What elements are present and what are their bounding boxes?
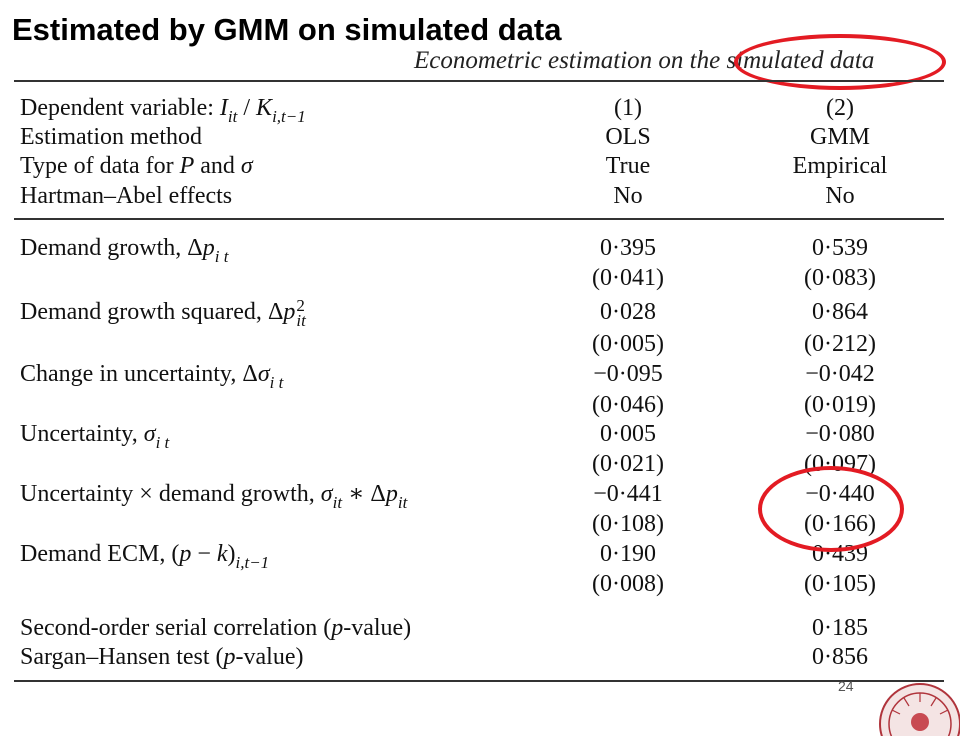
test-row-sargan-hansen: Sargan–Hansen test (p-value) 0·856 bbox=[0, 642, 960, 672]
col2-value: Empirical bbox=[792, 153, 888, 179]
col2-value: −0·042 bbox=[805, 361, 875, 387]
coef-row-demand-ecm: Demand ECM, (p − k)i,t−1 0·190 0·439 bbox=[0, 539, 960, 572]
col1-std-error: (0·021) bbox=[592, 451, 664, 477]
header-row-dependent-variable: Dependent variable: Iit / Ki,t−1 (1) (2) bbox=[0, 93, 960, 126]
table-bottom-rule bbox=[14, 680, 944, 682]
col2-value: (2) bbox=[826, 95, 854, 121]
header-row-hartman-abel: Hartman–Abel effects No No bbox=[0, 181, 960, 211]
col2-std-error: (0·212) bbox=[804, 331, 876, 357]
col2-value: 0·856 bbox=[812, 644, 868, 670]
col1-value: 0·005 bbox=[600, 421, 656, 447]
coef-row-demand-growth-squared: Demand growth squared, Δp 2 it 0·028 0·864 bbox=[0, 296, 960, 331]
page-number: 24 bbox=[838, 678, 854, 694]
se-row-demand-growth: (0·041) (0·083) bbox=[0, 263, 960, 293]
col1-value: OLS bbox=[605, 124, 651, 150]
col1-value: 0·028 bbox=[600, 299, 656, 325]
col1-std-error: (0·046) bbox=[592, 392, 664, 418]
row-label: Sargan–Hansen test (p-value) bbox=[20, 644, 304, 670]
row-label: Estimation method bbox=[20, 124, 202, 150]
caption-highlight-ellipse bbox=[734, 34, 946, 90]
table-top-rule bbox=[14, 80, 944, 82]
row-label: Dependent variable: Iit / Ki,t−1 bbox=[20, 95, 306, 126]
row-label: Uncertainty × demand growth, σit ∗ Δpit bbox=[20, 481, 408, 512]
coef-row-demand-growth: Demand growth, Δpi t 0·395 0·539 bbox=[0, 233, 960, 266]
se-row-demand-growth-squared: (0·005) (0·212) bbox=[0, 329, 960, 359]
col2-value: No bbox=[825, 183, 855, 209]
col2-value: 0·185 bbox=[812, 615, 868, 641]
test-row-serial-correlation: Second-order serial correlation (p-value… bbox=[0, 613, 960, 643]
row-label: Type of data for P and σ bbox=[20, 153, 253, 179]
col1-value: (1) bbox=[614, 95, 642, 121]
col1-value: No bbox=[613, 183, 643, 209]
col1-value: 0·190 bbox=[600, 541, 656, 567]
col2-std-error: (0·083) bbox=[804, 265, 876, 291]
col1-value: −0·441 bbox=[593, 481, 663, 507]
row-label: Change in uncertainty, Δσi t bbox=[20, 361, 284, 392]
row-label: Demand ECM, (p − k)i,t−1 bbox=[20, 541, 270, 572]
col1-std-error: (0·041) bbox=[592, 265, 664, 291]
col2-value: 0·539 bbox=[812, 235, 868, 261]
col2-std-error: (0·105) bbox=[804, 571, 876, 597]
se-row-demand-ecm: (0·008) (0·105) bbox=[0, 569, 960, 599]
col2-value: GMM bbox=[809, 124, 870, 150]
col1-value: 0·395 bbox=[600, 235, 656, 261]
row-label: Demand growth, Δpi t bbox=[20, 235, 229, 266]
coef-row-uncertainty: Uncertainty, σi t 0·005 −0·080 bbox=[0, 419, 960, 452]
col2-std-error: (0·019) bbox=[804, 392, 876, 418]
table-header-rule bbox=[14, 218, 944, 220]
col1-value: −0·095 bbox=[593, 361, 663, 387]
col1-std-error: (0·008) bbox=[592, 571, 664, 597]
header-row-estimation-method: Estimation method OLS GMM bbox=[0, 122, 960, 152]
coef-row-change-in-uncertainty: Change in uncertainty, Δσi t −0·095 −0·0… bbox=[0, 359, 960, 392]
row-label: Second-order serial correlation (p-value… bbox=[20, 615, 412, 641]
col1-std-error: (0·108) bbox=[592, 511, 664, 537]
col2-value: −0·080 bbox=[805, 421, 875, 447]
col2-value: 0·864 bbox=[812, 299, 868, 325]
slide-title: Estimated by GMM on simulated data bbox=[12, 12, 562, 47]
col1-std-error: (0·005) bbox=[592, 331, 664, 357]
row-label: Hartman–Abel effects bbox=[20, 183, 233, 209]
col1-value: True bbox=[605, 153, 651, 179]
header-row-type-of-data: Type of data for P and σ True Empirical bbox=[0, 151, 960, 181]
row-label: Demand growth squared, Δp 2 it bbox=[20, 296, 306, 331]
row-label: Uncertainty, σi t bbox=[20, 421, 170, 452]
coefficient-highlight-ellipse bbox=[758, 466, 904, 552]
se-row-change-in-uncertainty: (0·046) (0·019) bbox=[0, 390, 960, 420]
university-seal-icon bbox=[879, 683, 960, 736]
